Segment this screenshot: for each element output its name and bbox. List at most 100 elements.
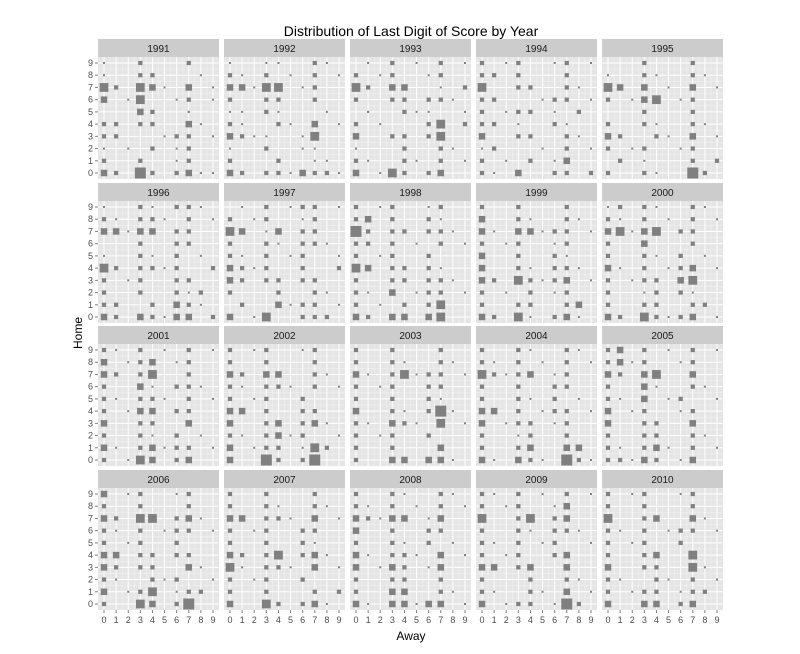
count-mark — [100, 551, 108, 559]
count-mark — [415, 291, 418, 294]
count-mark — [493, 493, 496, 495]
count-mark — [101, 384, 107, 389]
count-mark — [367, 603, 370, 605]
count-mark — [325, 110, 328, 113]
count-mark — [426, 170, 431, 176]
count-mark — [436, 312, 446, 322]
strip-background — [476, 326, 597, 344]
count-mark — [174, 577, 179, 582]
count-mark — [479, 73, 485, 78]
count-mark — [389, 456, 396, 464]
count-mark — [338, 385, 340, 388]
count-mark — [437, 551, 445, 559]
panel-2010: 2010 — [602, 470, 723, 610]
x-tick-label: 2 — [378, 615, 383, 625]
count-mark — [426, 134, 431, 139]
count-mark — [426, 229, 431, 234]
count-mark — [300, 241, 305, 246]
count-mark — [276, 457, 281, 463]
count-mark — [185, 84, 193, 91]
count-mark — [325, 159, 328, 162]
count-mark — [716, 578, 718, 581]
count-mark — [175, 98, 178, 101]
count-mark — [541, 590, 544, 593]
count-mark — [101, 302, 107, 307]
count-mark — [716, 86, 718, 89]
count-mark — [438, 204, 443, 210]
count-mark — [353, 491, 359, 497]
count-mark — [541, 98, 544, 101]
count-mark — [690, 491, 695, 497]
count-mark — [564, 217, 569, 222]
count-mark — [438, 60, 443, 66]
count-mark — [654, 589, 659, 594]
strip-label: 1995 — [651, 44, 674, 55]
count-mark — [389, 420, 396, 427]
count-mark — [138, 253, 143, 259]
count-mark — [642, 552, 647, 558]
count-mark — [642, 589, 647, 594]
count-mark — [379, 434, 382, 437]
count-mark — [241, 206, 244, 208]
count-mark — [239, 278, 245, 283]
count-mark — [564, 360, 569, 365]
count-mark — [478, 215, 486, 223]
strip-background — [602, 183, 723, 201]
count-mark — [264, 217, 269, 222]
count-mark — [631, 541, 634, 544]
count-mark — [241, 74, 244, 77]
count-mark — [300, 552, 305, 558]
count-mark — [690, 204, 695, 210]
count-mark — [478, 564, 486, 571]
count-mark — [390, 265, 395, 271]
count-mark — [353, 540, 359, 546]
strip-label: 1996 — [147, 188, 170, 199]
count-mark — [479, 109, 485, 115]
strip-background — [476, 183, 597, 201]
count-mark — [226, 133, 234, 140]
count-mark — [464, 291, 466, 294]
count-mark — [604, 133, 612, 140]
count-mark — [138, 60, 143, 66]
x-tick-label: 8 — [198, 615, 203, 625]
count-mark — [479, 121, 485, 127]
count-mark — [703, 385, 706, 388]
count-mark — [505, 110, 508, 113]
count-mark — [338, 517, 340, 520]
count-mark — [678, 601, 683, 607]
count-mark — [427, 74, 430, 77]
count-mark — [138, 540, 143, 546]
count-mark — [352, 371, 360, 378]
count-mark — [148, 370, 157, 379]
count-mark — [516, 60, 521, 66]
count-mark — [325, 373, 328, 376]
count-mark — [425, 600, 432, 608]
count-mark — [576, 109, 582, 115]
count-mark — [275, 371, 282, 378]
count-mark — [541, 493, 544, 495]
count-mark — [690, 504, 695, 509]
count-mark — [678, 290, 683, 295]
count-mark — [186, 146, 191, 151]
count-mark — [479, 170, 485, 176]
strip-label: 2001 — [147, 331, 170, 342]
count-mark — [312, 73, 317, 78]
count-mark — [605, 504, 611, 509]
count-mark — [590, 590, 592, 593]
count-mark — [577, 316, 580, 318]
count-mark — [390, 347, 395, 353]
count-mark — [479, 540, 485, 546]
count-mark — [529, 267, 532, 270]
count-mark — [436, 300, 446, 310]
count-mark — [367, 291, 370, 294]
count-mark — [451, 459, 454, 461]
count-mark — [643, 159, 646, 162]
count-mark — [516, 360, 521, 365]
count-mark — [439, 397, 442, 400]
count-mark — [276, 170, 281, 176]
count-mark — [426, 408, 431, 414]
count-mark — [642, 302, 647, 307]
count-mark — [300, 265, 305, 271]
count-mark — [100, 228, 108, 235]
count-mark — [241, 434, 244, 437]
